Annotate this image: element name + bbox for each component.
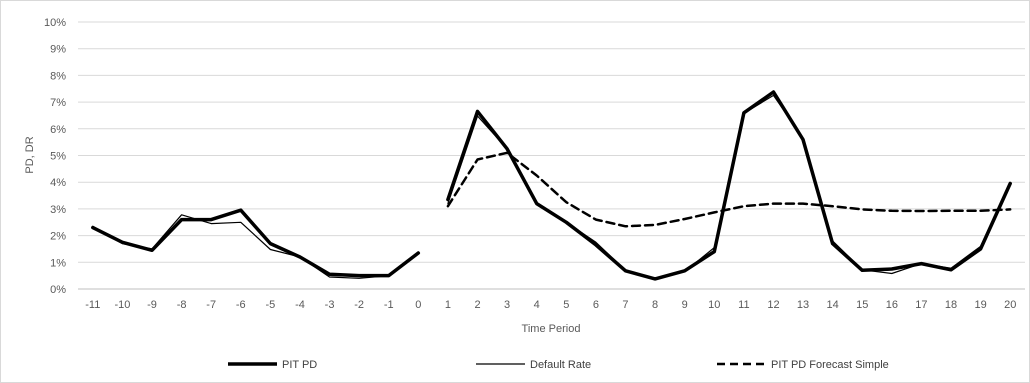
legend-label: Default Rate — [530, 359, 591, 371]
series-line-pit-pd — [446, 90, 1012, 281]
x-tick-label: 11 — [738, 299, 749, 311]
y-tick-label: 4% — [50, 177, 66, 189]
x-tick-label: 18 — [945, 299, 957, 311]
y-tick-label: 0% — [50, 284, 66, 296]
y-tick-label: 2% — [50, 231, 66, 243]
x-tick-label: 15 — [856, 299, 868, 311]
series-line-pit-pd — [91, 208, 421, 278]
x-tick-label: 2 — [474, 299, 480, 311]
x-tick-label: 3 — [504, 299, 510, 311]
x-axis-title: Time Period — [522, 323, 581, 335]
x-tick-label: -6 — [236, 299, 246, 311]
x-tick-label: 19 — [974, 299, 986, 311]
y-tick-label: 1% — [50, 257, 66, 269]
y-tick-label: 7% — [50, 97, 66, 109]
x-tick-label: -1 — [384, 299, 394, 311]
x-tick-label: 10 — [708, 299, 720, 311]
series-line-pit-pd-forecast-simple — [446, 151, 1012, 228]
x-tick-label: 17 — [915, 299, 927, 311]
x-tick-label: 0 — [415, 299, 421, 311]
series-layer — [91, 90, 1012, 281]
y-axis-title: PD, DR — [24, 136, 36, 173]
x-tick-label: 6 — [593, 299, 599, 311]
legend-label: PIT PD Forecast Simple — [771, 359, 889, 371]
x-tick-label: 8 — [652, 299, 658, 311]
x-tick-label: 16 — [886, 299, 898, 311]
x-tick-label: 1 — [445, 299, 451, 311]
legend-label: PIT PD — [282, 359, 317, 371]
y-tick-label: 9% — [50, 44, 66, 56]
x-tick-label: -5 — [265, 299, 275, 311]
x-tick-label: -3 — [325, 299, 335, 311]
y-tick-label: 3% — [50, 204, 66, 216]
x-tick-label: 9 — [682, 299, 688, 311]
x-tick-label: -11 — [85, 299, 100, 311]
x-tick-label: -9 — [147, 299, 157, 311]
x-axis-ticks: -11 -10 -9 -8 -7 -6 -5 -4 -3 -2 -1 0 1 2 3 4 5 6 7 8 9 10 11 12… — [85, 299, 1016, 311]
y-tick-label: 8% — [50, 70, 66, 82]
x-tick-label: -2 — [354, 299, 364, 311]
x-tick-label: 20 — [1004, 299, 1016, 311]
x-tick-label: -10 — [114, 299, 130, 311]
x-tick-label: 5 — [563, 299, 569, 311]
x-tick-label: -7 — [206, 299, 216, 311]
x-tick-label: 7 — [622, 299, 628, 311]
x-tick-label: 12 — [767, 299, 779, 311]
x-tick-label: -8 — [177, 299, 187, 311]
y-tick-label: 10% — [44, 17, 66, 29]
gridlines — [78, 21, 1025, 263]
y-axis-ticks: 0% 1% 2% 3% 4% 5% 6% 7% 8% 9% 10% — [44, 17, 66, 296]
x-tick-label: 14 — [827, 299, 839, 311]
legend: PIT PD Default Rate PIT PD Forecast Simple — [228, 359, 889, 371]
x-tick-label: 4 — [534, 299, 540, 311]
x-tick-label: 13 — [797, 299, 809, 311]
y-tick-label: 6% — [50, 124, 66, 136]
x-tick-label: -4 — [295, 299, 305, 311]
y-tick-label: 5% — [50, 151, 66, 163]
